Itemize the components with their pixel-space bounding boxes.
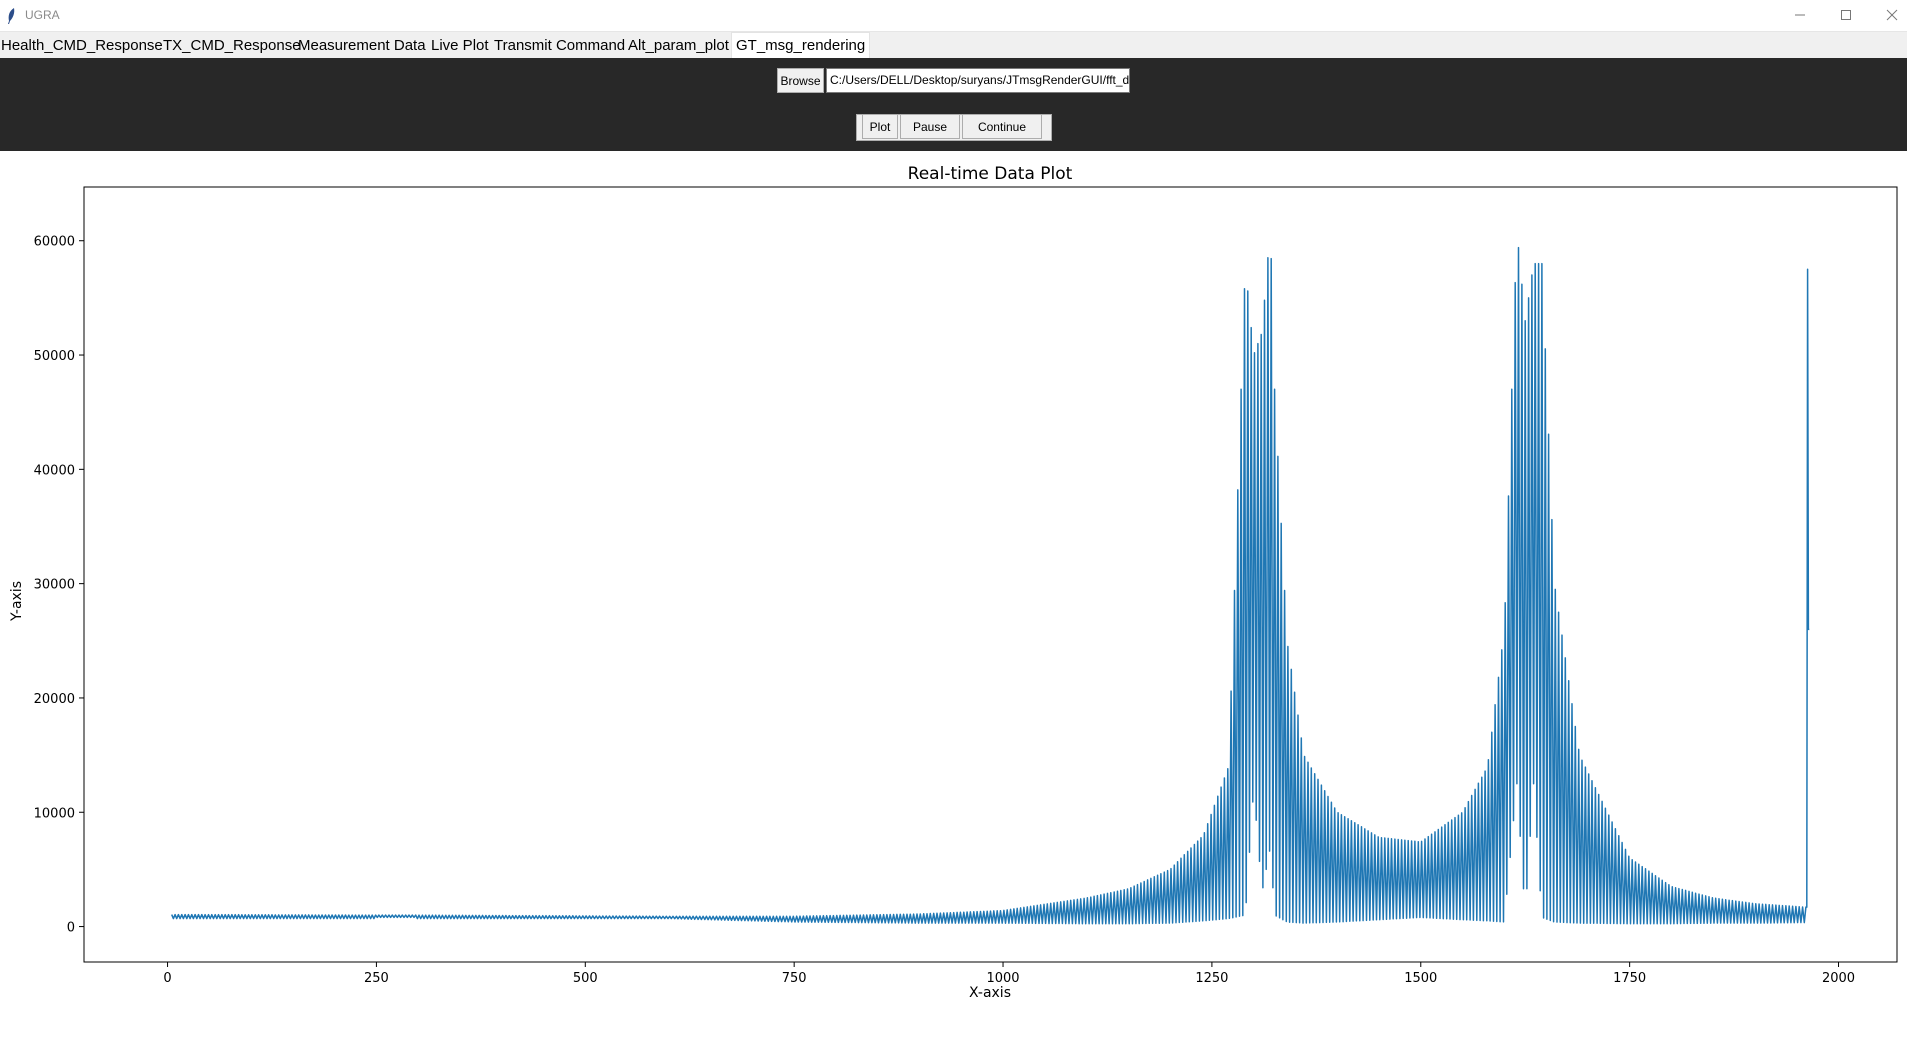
tab-live-plot[interactable]: Live Plot [431,37,489,54]
y-tick-label: 30000 [34,578,75,593]
pause-button[interactable]: Pause [900,114,960,139]
y-tick-label: 0 [67,921,75,936]
minimize-button[interactable] [1777,0,1823,30]
x-tick-label: 0 [163,971,171,986]
y-axis: 0 10000 20000 30000 40000 50000 60000 [34,235,84,936]
tab-bar: Health_CMD_Response TX_CMD_Response Meas… [0,32,1907,58]
y-axis-label: Y-axis [9,581,25,622]
tab-transmit-command[interactable]: Transmit Command [494,37,626,54]
x-tick-label: 500 [573,971,598,986]
plot-canvas: Real-time Data Plot 0 250 500 750 1000 1250 15… [0,151,1907,1034]
x-tick-label: 2000 [1822,971,1855,986]
close-icon [1886,9,1898,21]
continue-button[interactable]: Continue [962,114,1042,139]
x-tick-label: 250 [364,971,389,986]
window-titlebar: UGRA [0,0,1907,32]
close-button[interactable] [1869,0,1907,30]
tab-measurement-data[interactable]: Measurement Data [298,37,426,54]
x-tick-label: 1750 [1613,971,1646,986]
browse-button[interactable]: Browse [777,68,824,93]
line-chart: Real-time Data Plot 0 250 500 750 1000 1250 15… [9,164,1898,1001]
y-tick-label: 50000 [34,349,75,364]
x-tick-label: 750 [782,971,807,986]
feather-icon [8,8,15,24]
y-tick-label: 20000 [34,692,75,707]
y-tick-label: 60000 [34,235,75,250]
x-tick-label: 1250 [1195,971,1228,986]
series-lines [171,246,1810,925]
maximize-button[interactable] [1823,0,1869,30]
file-path-field[interactable]: C:/Users/DELL/Desktop/suryans/JTmsgRende… [826,68,1130,93]
chart-title: Real-time Data Plot [908,164,1073,184]
x-tick-label: 1500 [1404,971,1437,986]
y-tick-label: 10000 [34,806,75,821]
plot-frame [83,186,1898,963]
window-title: UGRA [25,8,60,22]
series-line [171,246,1810,925]
plot-button[interactable]: Plot [862,114,898,139]
x-tick-label: 1000 [986,971,1019,986]
tab-tx-cmd-response[interactable]: TX_CMD_Response [163,37,301,54]
minimize-icon [1795,14,1805,16]
maximize-icon [1841,10,1851,20]
x-axis: 0 250 500 750 1000 1250 1500 1750 2000 [163,962,1855,986]
x-axis-label: X-axis [969,985,1011,1001]
tab-gt-msg-rendering[interactable]: GT_msg_rendering [731,32,871,58]
tab-health-cmd-response[interactable]: Health_CMD_Response [1,37,163,54]
y-tick-label: 40000 [34,463,75,478]
tab-alt-param-plot[interactable]: Alt_param_plot [628,37,729,54]
